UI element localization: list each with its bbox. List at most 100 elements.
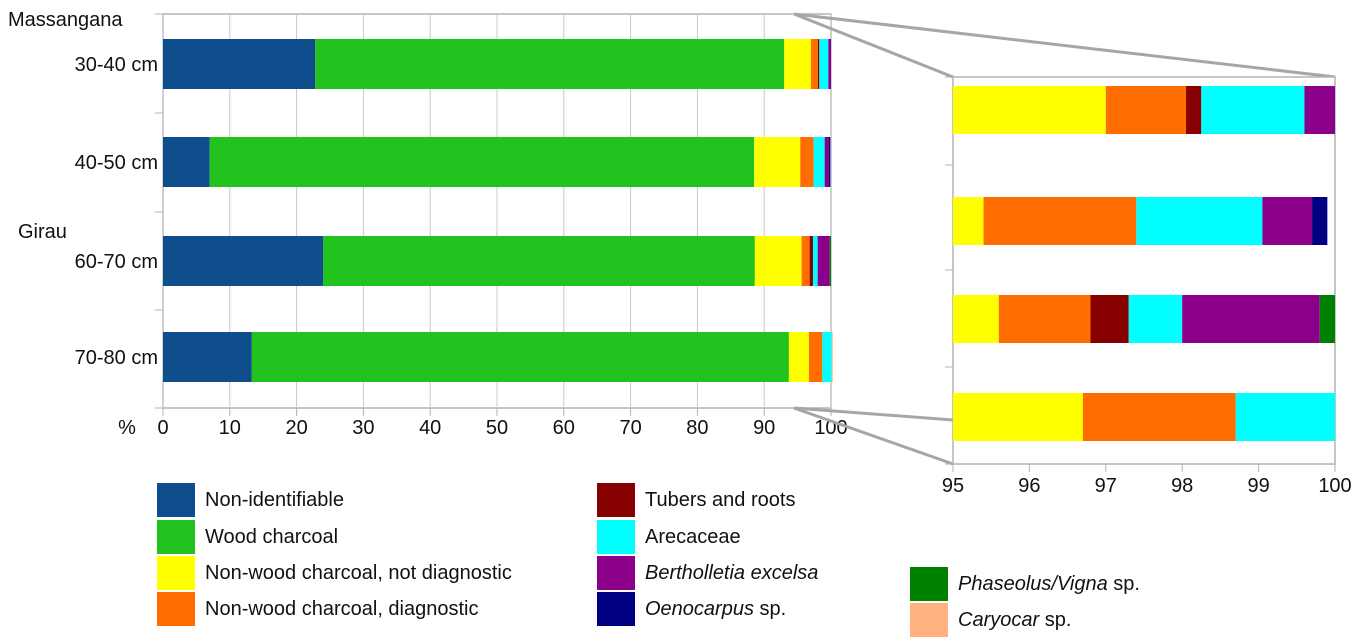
legend-item: Non-wood charcoal, not diagnostic xyxy=(157,555,512,591)
zoom-bar-segment xyxy=(1136,197,1263,245)
main-bar-segment xyxy=(824,137,829,187)
main-bar-segment xyxy=(809,236,813,286)
main-bar-segment xyxy=(829,236,831,286)
legend-label: Tubers and roots xyxy=(645,488,796,511)
zoom-bar-segment xyxy=(1235,393,1335,441)
main-bar-segment xyxy=(817,236,830,286)
legend-label: Phaseolus/Vigna sp. xyxy=(958,572,1140,595)
zoom-bar-segment xyxy=(1312,197,1328,245)
main-bar-segment xyxy=(315,39,785,89)
zoom-connector-top-inner xyxy=(793,12,1336,79)
zoom-bar-segment xyxy=(953,393,1083,441)
category-label: 40-50 cm xyxy=(75,152,158,174)
legend-label: Non-wood charcoal, diagnostic xyxy=(205,597,479,620)
category-label: 30-40 cm xyxy=(75,54,158,76)
legend-label: Wood charcoal xyxy=(205,525,339,548)
main-bar-segment xyxy=(828,39,831,89)
legend-swatch xyxy=(157,556,195,590)
main-x-tick-label: 40 xyxy=(419,417,441,439)
legend-item: Wood charcoal xyxy=(157,519,338,555)
zoom-bar-segment xyxy=(1186,86,1202,134)
zoom-x-tick-label: 98 xyxy=(1171,475,1193,497)
main-x-tick-label: 70 xyxy=(619,417,641,439)
main-x-tick-label: 80 xyxy=(686,417,708,439)
main-bar-segment xyxy=(810,39,818,89)
legend-swatch xyxy=(597,556,635,590)
legend-swatch xyxy=(910,603,948,637)
legend-item: Bertholletia excelsa xyxy=(597,555,818,591)
main-bar-segment xyxy=(831,332,833,382)
main-x-tick-label: 50 xyxy=(486,417,508,439)
zoom-bar-segment xyxy=(953,295,999,343)
zoom-connector-bottom-inner xyxy=(793,406,954,422)
zoom-bar-segment xyxy=(983,197,1137,245)
zoom-bar-segment xyxy=(998,295,1091,343)
main-x-tick-label: 60 xyxy=(553,417,575,439)
category-label: 60-70 cm xyxy=(75,251,158,273)
zoom-bar-segment xyxy=(1182,295,1320,343)
legend-label: Caryocar sp. xyxy=(958,608,1072,631)
legend-item: Non-wood charcoal, diagnostic xyxy=(157,591,479,627)
legend-swatch xyxy=(157,483,195,517)
category-label: 70-80 cm xyxy=(75,347,158,369)
main-bar-segment xyxy=(813,137,825,187)
main-bar-segment xyxy=(801,236,810,286)
legend-item: Arecaceae xyxy=(597,519,741,555)
zoom-bar-segment xyxy=(1319,295,1335,343)
legend-swatch xyxy=(597,483,635,517)
legend-label: Non-wood charcoal, not diagnostic xyxy=(205,561,512,584)
zoom-bar-segment xyxy=(953,197,984,245)
main-bar-segment xyxy=(788,332,809,382)
main-bar-segment xyxy=(819,39,829,89)
main-x-tick-label: 0 xyxy=(157,417,168,439)
zoom-x-tick-label: 99 xyxy=(1247,475,1269,497)
zoom-bar-segment xyxy=(1128,295,1183,343)
zoom-x-tick-label: 95 xyxy=(942,475,964,497)
group-label: Girau xyxy=(18,221,67,243)
zoom-x-tick-label: 100 xyxy=(1318,475,1351,497)
main-x-tick-label: 20 xyxy=(285,417,307,439)
legend-label: Arecaceae xyxy=(645,525,741,548)
legend-label: Non-identifiable xyxy=(205,488,344,511)
zoom-x-tick-label: 96 xyxy=(1018,475,1040,497)
main-bar-segment xyxy=(817,39,820,89)
zoom-connector-top-outer xyxy=(793,12,954,79)
main-x-tick-label: 30 xyxy=(352,417,374,439)
main-bar-segment xyxy=(251,332,789,382)
legend-swatch xyxy=(910,567,948,601)
main-bar-segment xyxy=(323,236,755,286)
zoom-connector-bottom-outer xyxy=(793,406,954,466)
zoom-bar-segment xyxy=(1304,86,1335,134)
main-bar-segment xyxy=(812,236,818,286)
zoom-bar-segment xyxy=(1201,86,1305,134)
main-bar-segment xyxy=(754,137,801,187)
group-label: Massangana xyxy=(8,9,123,31)
legend-swatch xyxy=(597,592,635,626)
percent-label: % xyxy=(118,417,136,439)
legend-item: Caryocar sp. xyxy=(910,602,1071,638)
legend-label: Oenocarpus sp. xyxy=(645,597,787,620)
main-x-tick-label: 90 xyxy=(753,417,775,439)
main-bar-segment xyxy=(822,332,832,382)
zoom-bar-segment xyxy=(1262,197,1313,245)
legend-label: Bertholletia excelsa xyxy=(645,561,819,584)
main-bar-segment xyxy=(828,137,831,187)
legend-item: Non-identifiable xyxy=(157,482,344,518)
legend-swatch xyxy=(157,592,195,626)
main-bar-segment xyxy=(163,236,324,286)
legend-item: Phaseolus/Vigna sp. xyxy=(910,566,1140,602)
legend-item: Tubers and roots xyxy=(597,482,795,518)
main-bar-segment xyxy=(784,39,811,89)
legend-item: Oenocarpus sp. xyxy=(597,591,786,627)
main-bar-segment xyxy=(209,137,755,187)
main-bar-segment xyxy=(754,236,802,286)
main-bar-segment xyxy=(163,137,210,187)
main-bar-segment xyxy=(163,332,252,382)
main-bar-segment xyxy=(163,39,316,89)
legend-swatch xyxy=(597,520,635,554)
legend-swatch xyxy=(157,520,195,554)
zoom-x-tick-label: 97 xyxy=(1095,475,1117,497)
zoom-bar-segment xyxy=(1105,86,1187,134)
main-bar-segment xyxy=(800,137,814,187)
